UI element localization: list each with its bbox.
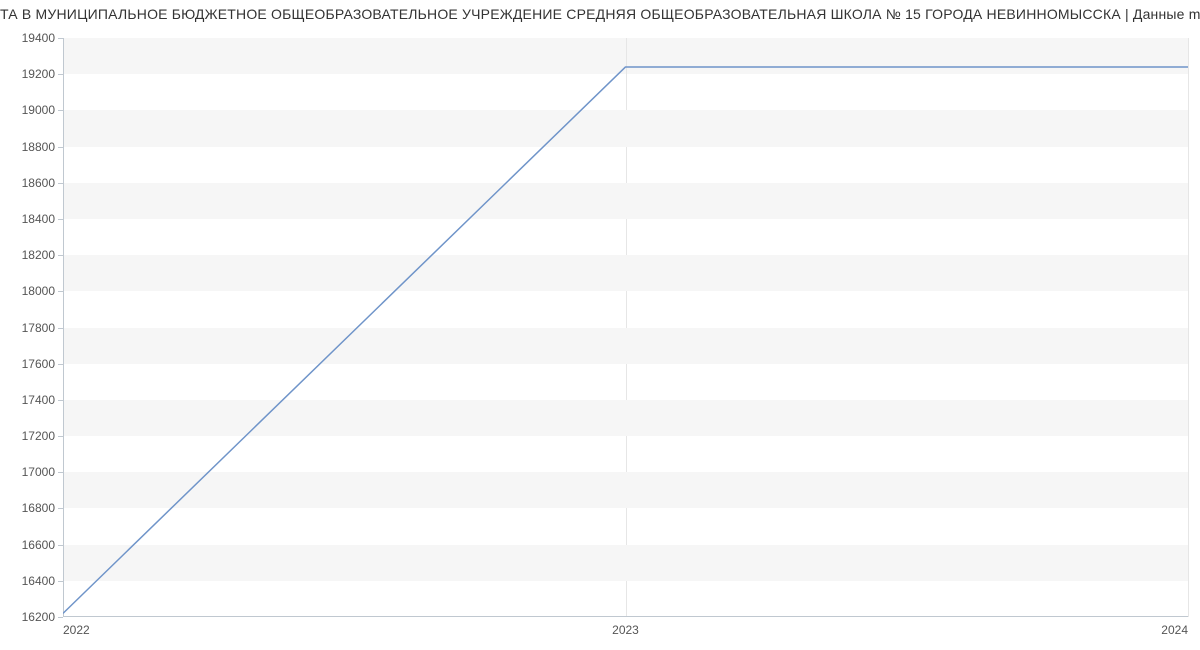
- y-tick-mark: [58, 617, 63, 618]
- y-tick-label: 19000: [22, 103, 55, 117]
- y-tick-label: 16200: [22, 610, 55, 624]
- y-tick-label: 17000: [22, 465, 55, 479]
- y-tick-label: 18600: [22, 176, 55, 190]
- y-tick-label: 17400: [22, 393, 55, 407]
- x-grid-line: [1188, 38, 1189, 617]
- y-tick-label: 16600: [22, 538, 55, 552]
- x-tick-label: 2022: [63, 623, 90, 637]
- y-tick-label: 16800: [22, 501, 55, 515]
- y-tick-label: 18000: [22, 284, 55, 298]
- y-tick-label: 19400: [22, 31, 55, 45]
- line-series: [63, 38, 1188, 617]
- chart-title: ТА В МУНИЦИПАЛЬНОЕ БЮДЖЕТНОЕ ОБЩЕОБРАЗОВ…: [0, 6, 1200, 22]
- y-tick-label: 18400: [22, 212, 55, 226]
- x-tick-label: 2023: [612, 623, 639, 637]
- y-tick-label: 18800: [22, 140, 55, 154]
- y-tick-label: 16400: [22, 574, 55, 588]
- chart-container: ТА В МУНИЦИПАЛЬНОЕ БЮДЖЕТНОЕ ОБЩЕОБРАЗОВ…: [0, 0, 1200, 650]
- x-tick-label: 2024: [1161, 623, 1188, 637]
- plot-area: 1620016400166001680017000172001740017600…: [63, 38, 1188, 617]
- y-tick-label: 19200: [22, 67, 55, 81]
- y-tick-label: 17200: [22, 429, 55, 443]
- y-tick-label: 17600: [22, 357, 55, 371]
- y-tick-label: 17800: [22, 321, 55, 335]
- y-tick-label: 18200: [22, 248, 55, 262]
